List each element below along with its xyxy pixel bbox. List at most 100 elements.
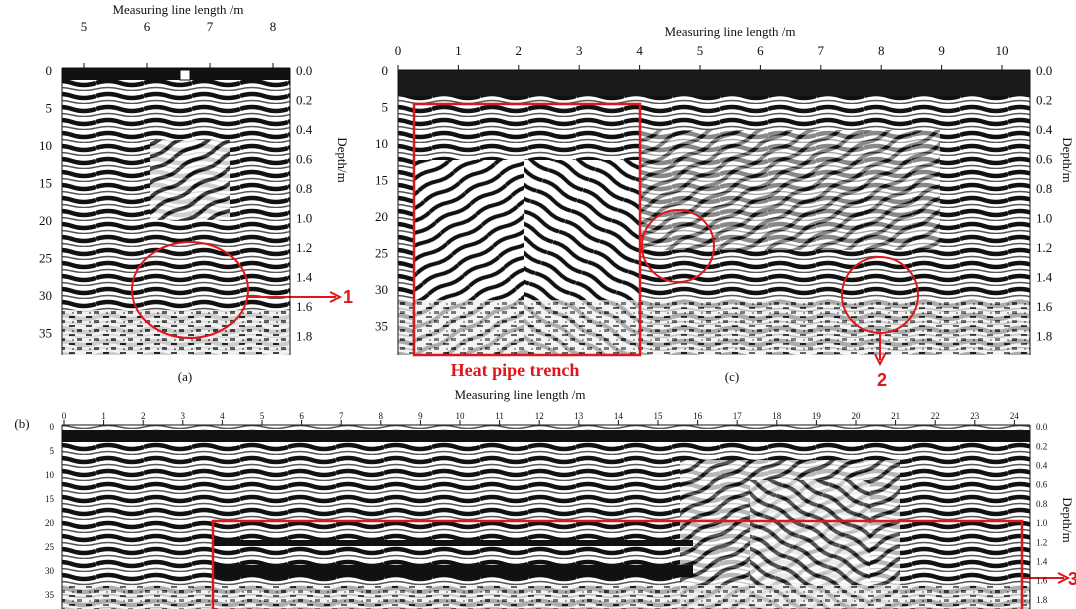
y-tick-label: 0.4	[1036, 460, 1048, 470]
y-tick-label: 1.6	[296, 299, 313, 314]
y-tick-label: 1.0	[296, 210, 312, 225]
y-tick-label: 1.6	[1036, 299, 1053, 314]
x-tick-label: 8	[270, 19, 277, 34]
x-tick-label: 0	[62, 411, 67, 421]
y-tick-label: 1.2	[1036, 537, 1047, 547]
axis-title: Measuring line length /m	[112, 2, 243, 17]
x-tick-label: 12	[535, 411, 544, 421]
axis-title: Measuring line length /m	[454, 387, 585, 402]
x-tick-label: 4	[220, 411, 225, 421]
y-tick-label: 5	[46, 100, 53, 115]
x-tick-label: 13	[574, 411, 584, 421]
x-tick-label: 24	[1010, 411, 1020, 421]
y-tick-label: 0.2	[1036, 441, 1047, 451]
y-tick-label: 0.4	[296, 122, 313, 137]
y-tick-label: 1.8	[1036, 328, 1052, 343]
y-tick-label: 0.8	[1036, 499, 1048, 509]
y-tick-label: 1.8	[1036, 595, 1048, 605]
y-tick-label: 0.2	[296, 92, 312, 107]
panel-label: (c)	[725, 369, 739, 384]
x-tick-label: 5	[260, 411, 265, 421]
x-tick-label: 22	[931, 411, 940, 421]
y-tick-label: 1.0	[1036, 210, 1052, 225]
y-tick-label: 0.6	[1036, 151, 1053, 166]
axis-title: Measuring line length /m	[664, 24, 795, 39]
y-tick-label: 1.6	[1036, 576, 1048, 586]
x-tick-label: 16	[693, 411, 703, 421]
x-tick-label: 5	[81, 19, 88, 34]
y-tick-label: 0	[50, 422, 55, 432]
y-tick-label: 25	[39, 250, 52, 265]
y-tick-label: 0	[382, 63, 389, 78]
x-tick-label: 6	[299, 411, 304, 421]
x-tick-label: 7	[207, 19, 214, 34]
axis-title: Depth/m	[1060, 137, 1075, 183]
y-tick-label: 0.6	[296, 151, 313, 166]
y-tick-label: 0.0	[1036, 422, 1048, 432]
radargram-a	[61, 67, 343, 355]
y-tick-label: 35	[45, 590, 55, 600]
y-tick-label: 0.0	[1036, 63, 1052, 78]
y-tick-label: 1.0	[1036, 518, 1048, 528]
x-tick-label: 8	[878, 43, 885, 58]
x-tick-label: 3	[181, 411, 186, 421]
x-tick-label: 0	[395, 43, 402, 58]
y-tick-label: 0	[46, 63, 53, 78]
x-tick-label: 6	[144, 19, 151, 34]
y-tick-label: 1.4	[1036, 269, 1053, 284]
y-tick-label: 1.4	[296, 269, 313, 284]
radargram-c	[397, 69, 1031, 367]
x-tick-label: 20	[852, 411, 862, 421]
x-tick-label: 1	[101, 411, 106, 421]
y-tick-label: 5	[382, 99, 389, 114]
marker: 3	[1068, 569, 1076, 589]
y-tick-label: 10	[39, 138, 52, 153]
y-tick-label: 1.4	[1036, 556, 1048, 566]
x-tick-label: 4	[636, 43, 643, 58]
x-tick-label: 5	[697, 43, 704, 58]
y-tick-label: 0.2	[1036, 92, 1052, 107]
y-tick-label: 0.8	[1036, 181, 1052, 196]
x-tick-label: 10	[456, 411, 466, 421]
box-label: Heat pipe trench	[451, 360, 580, 380]
x-tick-label: 2	[516, 43, 523, 58]
x-tick-label: 1	[455, 43, 462, 58]
x-tick-label: 14	[614, 411, 624, 421]
y-tick-label: 15	[39, 175, 52, 190]
x-tick-label: 23	[970, 411, 980, 421]
y-tick-label: 35	[375, 318, 388, 333]
y-tick-label: 10	[375, 136, 388, 151]
y-tick-label: 0.0	[296, 63, 312, 78]
x-tick-label: 18	[772, 411, 782, 421]
radargram-b	[61, 424, 1071, 609]
y-tick-label: 0.6	[1036, 480, 1048, 490]
y-tick-label: 15	[375, 172, 388, 187]
x-tick-label: 9	[938, 43, 945, 58]
y-tick-label: 25	[45, 542, 55, 552]
x-tick-label: 21	[891, 411, 900, 421]
panel-label: (b)	[14, 416, 29, 431]
x-tick-label: 19	[812, 411, 822, 421]
axis-title: Depth/m	[1060, 497, 1075, 543]
y-tick-label: 1.2	[296, 240, 312, 255]
axis-title: Depth/m	[335, 137, 350, 183]
x-tick-label: 2	[141, 411, 146, 421]
x-tick-label: 11	[495, 411, 504, 421]
y-tick-label: 1.8	[296, 328, 312, 343]
marker: 2	[877, 370, 887, 390]
y-tick-label: 20	[39, 213, 52, 228]
x-tick-label: 10	[996, 43, 1009, 58]
y-tick-label: 35	[39, 325, 52, 340]
x-tick-label: 7	[339, 411, 344, 421]
panel-label: (a)	[178, 369, 192, 384]
x-tick-label: 3	[576, 43, 583, 58]
y-tick-label: 30	[39, 288, 52, 303]
y-tick-label: 20	[45, 518, 55, 528]
y-tick-label: 20	[375, 209, 388, 224]
y-tick-label: 30	[375, 282, 388, 297]
x-tick-label: 15	[654, 411, 664, 421]
y-tick-label: 15	[45, 494, 55, 504]
y-tick-label: 25	[375, 245, 388, 260]
x-tick-label: 8	[379, 411, 384, 421]
